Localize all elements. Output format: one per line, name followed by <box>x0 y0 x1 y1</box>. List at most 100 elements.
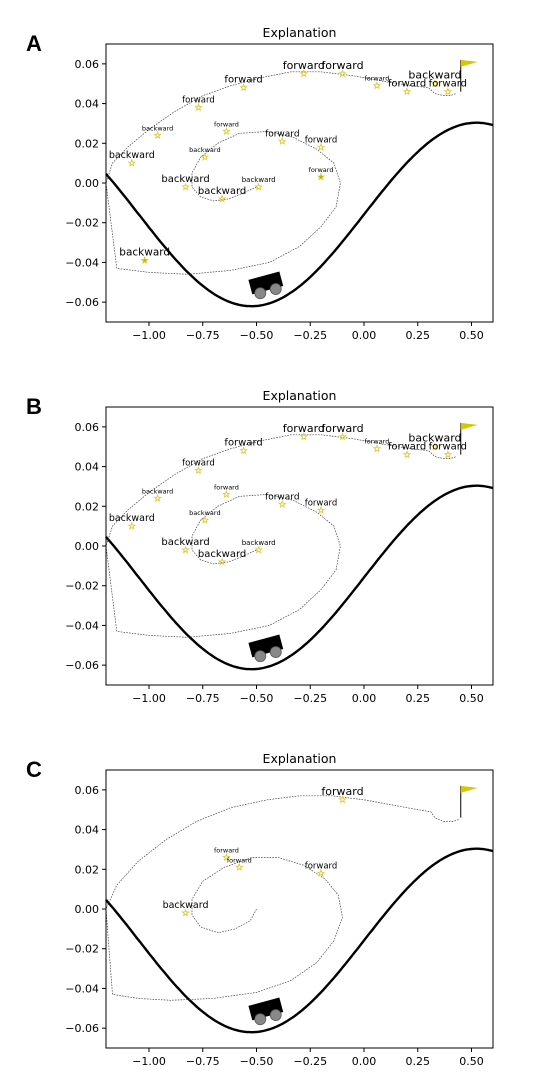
chart-title: Explanation <box>263 751 337 766</box>
car-wheel <box>269 283 282 295</box>
goal-flag <box>460 785 478 818</box>
marker-star <box>181 545 190 554</box>
x-tick-label: −0.25 <box>293 1055 327 1068</box>
marker-star <box>372 81 382 90</box>
car-wheel <box>269 646 282 658</box>
x-tick-label: 0.25 <box>406 1055 431 1068</box>
y-tick-label: 0.04 <box>75 461 100 474</box>
y-tick-label: 0.02 <box>75 500 100 513</box>
trajectory-line <box>105 71 457 275</box>
chart-title: Explanation <box>263 388 337 403</box>
marker-star <box>235 862 244 871</box>
marker-star <box>299 432 309 441</box>
marker-label: forward <box>224 75 262 86</box>
x-tick-label: 0.50 <box>459 692 484 705</box>
marker-label: forward <box>283 59 325 72</box>
marker-star <box>217 557 227 566</box>
car-wheel <box>269 1009 282 1021</box>
y-tick-label: 0.06 <box>75 421 100 434</box>
panel-letter: C <box>26 757 42 782</box>
marker-star <box>153 130 162 139</box>
marker-label: forward <box>283 422 325 435</box>
marker-label: forward <box>214 483 239 491</box>
marker-star <box>299 69 309 78</box>
car <box>248 271 284 300</box>
marker-label: backward <box>142 487 173 495</box>
car-wheel <box>254 1013 267 1026</box>
x-tick-label: 0.25 <box>406 692 431 705</box>
marker-star <box>254 182 263 191</box>
marker-star <box>402 450 412 459</box>
marker-label: backward <box>408 432 461 445</box>
y-tick-label: 0.04 <box>75 98 100 111</box>
x-tick-label: −0.50 <box>240 1055 274 1068</box>
marker-label: forward <box>214 846 239 854</box>
y-tick-label: −0.02 <box>65 580 99 593</box>
y-tick-label: −0.02 <box>65 943 99 956</box>
marker-label: backward <box>242 176 276 184</box>
marker-star <box>443 450 453 459</box>
y-tick-label: 0.06 <box>75 58 100 71</box>
marker-label: backward <box>109 150 155 161</box>
marker-label: backward <box>109 513 155 524</box>
marker-star <box>316 142 326 151</box>
marker-star <box>239 446 248 455</box>
x-tick-label: −0.50 <box>240 329 274 342</box>
trajectory-line <box>105 434 457 638</box>
marker-label: forward <box>309 166 334 174</box>
marker-label: forward <box>227 856 252 864</box>
hill-curve <box>105 121 494 308</box>
marker-label: forward <box>321 59 363 72</box>
marker-label: forward <box>429 79 467 90</box>
car-wheel <box>254 650 267 663</box>
y-tick-label: −0.06 <box>65 1022 99 1035</box>
marker-label: backward <box>142 124 173 132</box>
marker-label: forward <box>429 442 467 453</box>
marker-star <box>338 69 347 78</box>
marker-star <box>430 442 440 451</box>
x-tick-label: −0.25 <box>293 329 327 342</box>
marker-star <box>181 182 190 191</box>
y-tick-label: 0.06 <box>75 784 100 797</box>
x-tick-label: −0.25 <box>293 692 327 705</box>
marker-star <box>316 172 326 181</box>
y-tick-label: −0.04 <box>65 619 99 632</box>
marker-label: backward <box>408 69 461 82</box>
marker-star <box>316 505 326 514</box>
marker-label: forward <box>388 79 426 90</box>
marker-star <box>239 83 248 92</box>
x-tick-label: −0.50 <box>240 692 274 705</box>
panel-letter: A <box>26 31 42 56</box>
y-tick-label: −0.02 <box>65 217 99 230</box>
marker-label: forward <box>224 438 262 449</box>
panel-b: B Explanationbackwardbackwardforwardforwa… <box>26 388 494 705</box>
x-tick-label: 0.00 <box>352 329 377 342</box>
panel-c: C Explanation forward forward forward forward… <box>26 751 494 1068</box>
hill-curve <box>105 484 494 671</box>
y-tick-label: 0.02 <box>75 137 100 150</box>
marker-label: forward <box>364 438 389 446</box>
x-tick-label: −0.75 <box>186 1055 220 1068</box>
x-tick-label: 0.50 <box>459 1055 484 1068</box>
marker-star <box>127 521 137 530</box>
x-tick-label: −0.75 <box>186 329 220 342</box>
x-tick-label: 0.50 <box>459 329 484 342</box>
x-tick-label: −1.00 <box>132 1055 166 1068</box>
marker-star <box>254 545 263 554</box>
marker-label: forward <box>182 96 215 106</box>
panel-letter: B <box>26 394 42 419</box>
marker-star <box>278 136 287 145</box>
marker-star <box>222 852 231 861</box>
marker-star <box>153 493 162 502</box>
marker-star <box>372 444 382 453</box>
marker-star <box>200 152 210 161</box>
x-tick-label: 0.25 <box>406 329 431 342</box>
marker-star <box>181 908 190 917</box>
x-tick-label: −1.00 <box>132 329 166 342</box>
x-tick-label: −1.00 <box>132 692 166 705</box>
marker-label: forward <box>321 422 363 435</box>
marker-label: forward <box>388 442 426 453</box>
marker-star <box>316 868 326 877</box>
marker-label: backward <box>198 549 246 560</box>
marker-star <box>127 158 137 167</box>
